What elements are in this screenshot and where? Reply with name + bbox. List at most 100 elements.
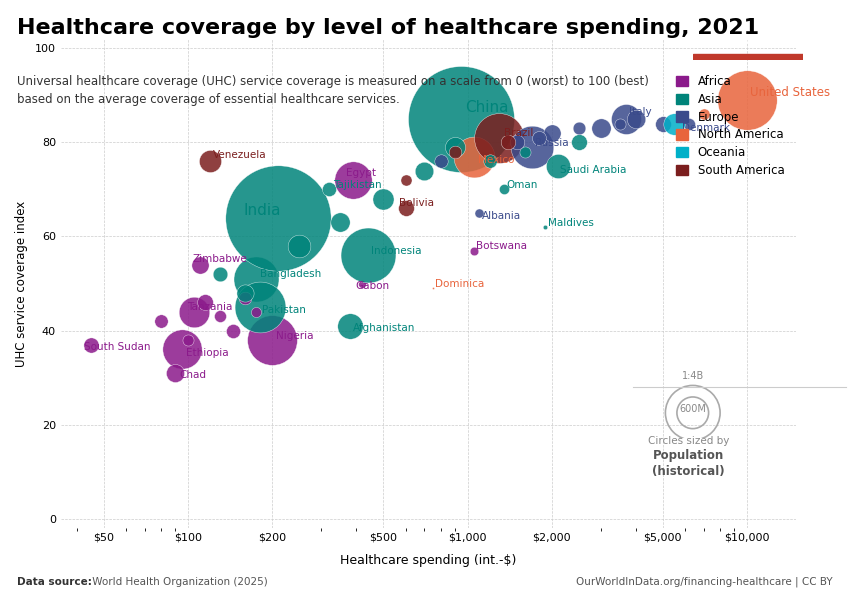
Point: [238, 288, 252, 298]
Point: [417, 166, 431, 175]
Point: [175, 344, 189, 354]
Point: [667, 119, 681, 128]
Point: [238, 293, 252, 302]
Text: Albania: Albania: [482, 211, 521, 221]
Point: [697, 109, 711, 119]
Text: in Data: in Data: [727, 36, 769, 46]
Text: Nigeria: Nigeria: [276, 331, 314, 341]
Point: [539, 222, 552, 232]
Text: Dominica: Dominica: [435, 279, 484, 289]
Point: [545, 128, 558, 138]
Text: based on the average coverage of essential healthcare services.: based on the average coverage of essenti…: [17, 93, 399, 106]
Text: Italy: Italy: [629, 107, 652, 117]
Text: Pakistan: Pakistan: [263, 305, 306, 314]
Point: [322, 185, 336, 194]
X-axis label: Healthcare spending (int.-$): Healthcare spending (int.-$): [340, 554, 517, 567]
Legend: Africa, Asia, Europe, North America, Oceania, South America: Africa, Asia, Europe, North America, Oce…: [671, 70, 790, 183]
Text: South Sudan: South Sudan: [84, 342, 150, 352]
Point: [399, 175, 412, 185]
Text: Russia: Russia: [535, 138, 569, 148]
Text: Bolivia: Bolivia: [399, 197, 434, 208]
Point: [656, 119, 670, 128]
Text: Chad: Chad: [179, 370, 207, 380]
Point: [502, 137, 515, 147]
Text: Zimbabwe: Zimbabwe: [193, 254, 247, 264]
Point: [168, 368, 182, 377]
Point: [226, 326, 240, 335]
Point: [434, 157, 447, 166]
Text: Gabon: Gabon: [355, 281, 389, 291]
Point: [448, 147, 462, 157]
Text: Our World: Our World: [718, 20, 778, 30]
Point: [181, 335, 195, 345]
Point: [483, 157, 496, 166]
Text: (historical): (historical): [652, 465, 725, 478]
Point: [629, 114, 643, 124]
Point: [426, 283, 439, 293]
Text: 1:4B: 1:4B: [682, 371, 704, 381]
Point: [377, 194, 390, 203]
Point: [187, 307, 201, 317]
Point: [594, 124, 608, 133]
Point: [361, 251, 375, 260]
Point: [265, 335, 279, 345]
Point: [399, 203, 412, 213]
Point: [203, 157, 217, 166]
Point: [355, 279, 369, 289]
Point: [497, 185, 511, 194]
Point: [252, 302, 266, 312]
Text: Brazil: Brazil: [503, 128, 533, 139]
Point: [198, 298, 212, 307]
Point: [473, 208, 486, 218]
Point: [213, 269, 227, 279]
Point: [249, 307, 263, 317]
Point: [572, 137, 586, 147]
Text: 600M: 600M: [679, 404, 706, 414]
Point: [455, 114, 468, 124]
Point: [347, 175, 360, 185]
Point: [613, 119, 626, 128]
Point: [448, 142, 462, 152]
Point: [740, 95, 754, 105]
Point: [532, 133, 546, 143]
Point: [493, 133, 507, 143]
Point: [525, 142, 539, 152]
Text: Indonesia: Indonesia: [371, 246, 422, 256]
Y-axis label: UHC service coverage index: UHC service coverage index: [15, 200, 28, 367]
Text: Venezuela: Venezuela: [213, 151, 267, 160]
Point: [84, 340, 98, 349]
Point: [683, 119, 696, 128]
Point: [333, 218, 347, 227]
Text: Data source:: Data source:: [17, 577, 92, 587]
Point: [518, 147, 531, 157]
Point: [193, 260, 207, 269]
Point: [213, 311, 227, 321]
Text: Tajikistan: Tajikistan: [333, 180, 382, 190]
Text: Oman: Oman: [507, 180, 538, 190]
Text: Maldives: Maldives: [548, 218, 594, 227]
Text: Circles sized by: Circles sized by: [648, 436, 729, 446]
Text: Afghanistan: Afghanistan: [353, 323, 416, 334]
Text: India: India: [243, 203, 281, 218]
Point: [292, 241, 306, 251]
Point: [249, 274, 263, 284]
Bar: [693, 53, 803, 60]
Text: Botswana: Botswana: [476, 241, 527, 251]
Point: [343, 321, 357, 331]
Point: [620, 114, 633, 124]
Point: [467, 246, 480, 256]
Text: United States: United States: [750, 86, 830, 99]
Point: [271, 213, 285, 223]
Text: Mexico: Mexico: [478, 155, 514, 166]
Text: World Health Organization (2025): World Health Organization (2025): [89, 577, 268, 587]
Text: OurWorldInData.org/financing-healthcare | CC BY: OurWorldInData.org/financing-healthcare …: [576, 576, 833, 587]
Text: Saudi Arabia: Saudi Arabia: [560, 165, 626, 175]
Text: China: China: [466, 100, 509, 115]
Text: Universal healthcare coverage (UHC) service coverage is measured on a scale from: Universal healthcare coverage (UHC) serv…: [17, 75, 649, 88]
Text: Tanzania: Tanzania: [187, 302, 233, 313]
Point: [551, 161, 564, 171]
Point: [467, 152, 480, 161]
Point: [155, 316, 168, 326]
Text: Ethiopia: Ethiopia: [186, 348, 229, 358]
Text: Egypt: Egypt: [347, 168, 377, 178]
